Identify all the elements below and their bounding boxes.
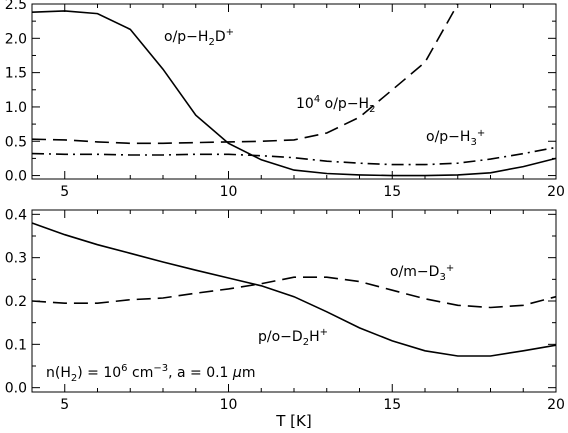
y-tick-label: 0.5 xyxy=(5,134,27,150)
top-x-tick-labels: 5 10 15 20 xyxy=(60,184,565,200)
label-p-o-d2h: p/o−D2H+ xyxy=(258,327,328,348)
panel-top: 5 10 15 20 0.0 0.5 1.0 1.5 2.0 2.5 o/p−H2D+ 104 … xyxy=(5,0,565,200)
bottom-x-ticks xyxy=(31,210,557,392)
y-tick-label: 2.0 xyxy=(5,31,27,47)
x-tick-label: 10 xyxy=(220,184,238,200)
x-axis-title: T [K] xyxy=(275,412,311,430)
y-tick-label: 0.3 xyxy=(5,251,27,267)
y-tick-label: 0.0 xyxy=(5,169,27,185)
series-line-solid-1-0 xyxy=(31,222,557,357)
label-o-p-h3: o/p−H3+ xyxy=(426,128,485,148)
label-o-p-h2d: o/p−H2D+ xyxy=(164,27,234,48)
x-tick-label: 15 xyxy=(383,397,401,413)
x-tick-label: 5 xyxy=(60,397,69,413)
bottom-y-tick-labels: 0.0 0.1 0.2 0.3 0.4 xyxy=(5,207,27,396)
top-series xyxy=(31,3,557,177)
y-tick-label: 2.5 xyxy=(5,0,27,13)
label-10e4-o-p-h2: 104 o/p−H2 xyxy=(296,94,375,115)
label-o-m-d3: o/m−D3+ xyxy=(390,263,454,283)
series-line-dashdot-0-2 xyxy=(31,146,557,166)
bottom-y-ticks xyxy=(32,213,556,389)
y-tick-label: 0.1 xyxy=(5,337,27,353)
y-tick-label: 0.2 xyxy=(5,294,27,310)
top-x-ticks xyxy=(31,4,557,179)
top-y-ticks xyxy=(32,3,556,177)
y-tick-label: 1.5 xyxy=(5,66,27,82)
series-line-solid-0-0 xyxy=(31,10,557,177)
top-plot-frame xyxy=(31,3,557,180)
series-line-dashed-1-1 xyxy=(31,276,557,309)
x-tick-label: 5 xyxy=(60,184,69,200)
top-y-tick-labels: 0.0 0.5 1.0 1.5 2.0 2.5 xyxy=(5,0,27,185)
series-line-dashed-0-1 xyxy=(31,3,459,145)
x-tick-label: 20 xyxy=(547,184,565,200)
bottom-x-tick-labels: 5 10 15 20 xyxy=(60,397,565,413)
x-tick-label: 20 xyxy=(547,397,565,413)
label-conditions: n(H2) = 106 cm−3, a = 0.1 μm xyxy=(46,363,255,384)
x-tick-label: 15 xyxy=(383,184,401,200)
bottom-series xyxy=(31,222,557,357)
y-tick-label: 0.4 xyxy=(5,207,27,223)
panel-bottom: 5 10 15 20 0.0 0.1 0.2 0.3 0.4 o/m−D3+ p/o−D2H+… xyxy=(5,207,565,430)
y-tick-label: 1.0 xyxy=(5,100,27,116)
x-tick-label: 10 xyxy=(220,397,238,413)
y-tick-label: 0.0 xyxy=(5,381,27,397)
